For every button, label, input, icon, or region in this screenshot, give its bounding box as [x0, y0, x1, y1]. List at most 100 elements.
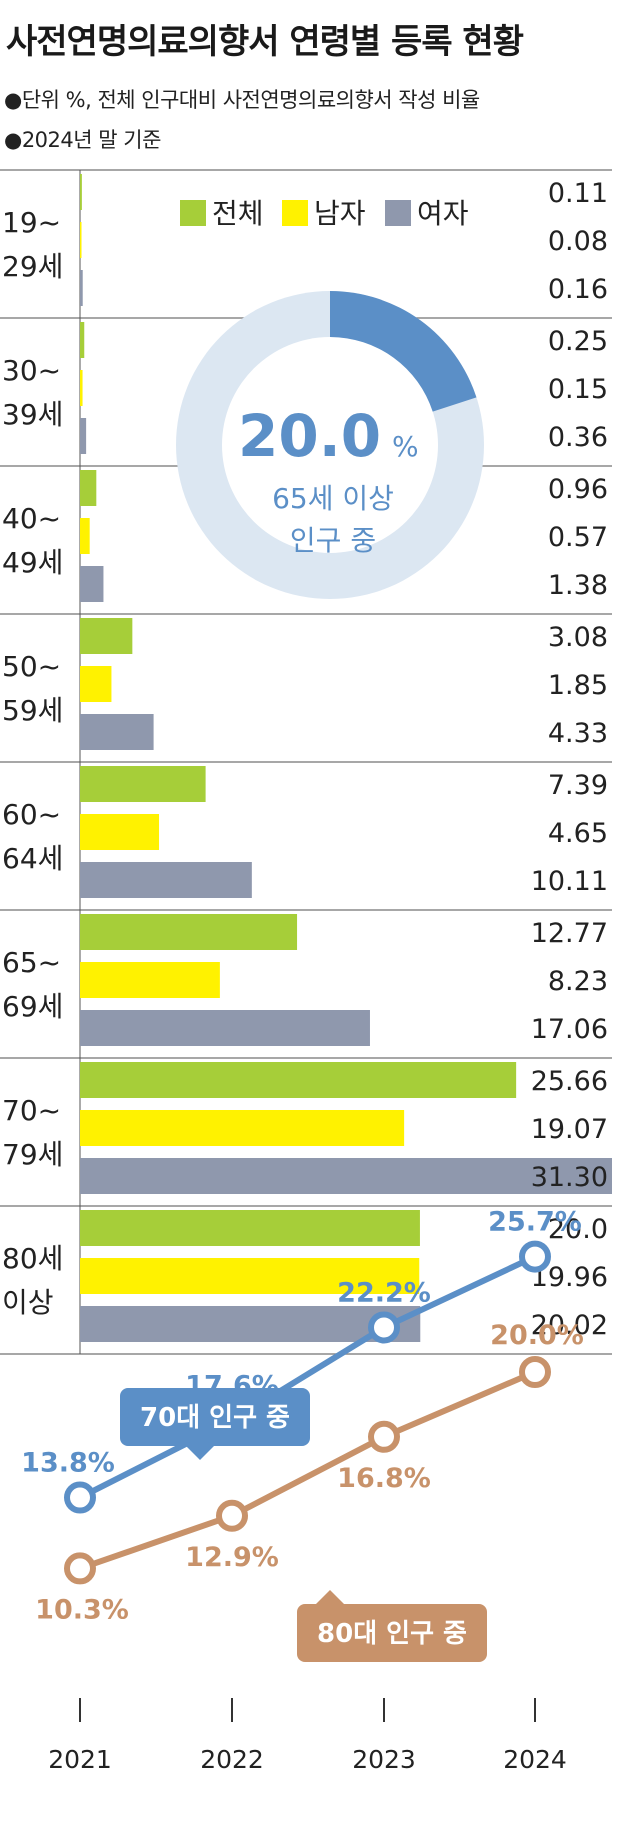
year-label: 2023	[352, 1745, 416, 1774]
bar-value-male: 4.65	[548, 818, 608, 849]
bar-value-total: 3.08	[548, 622, 608, 653]
point-marker-70s	[368, 1311, 400, 1344]
bar-female	[80, 270, 83, 306]
bar-male	[80, 222, 82, 258]
bar-value-total: 25.66	[531, 1066, 608, 1097]
age-label-line2: 64세	[2, 842, 63, 875]
point-label-70s: 13.8%	[21, 1448, 115, 1479]
donut-hole	[222, 337, 438, 553]
bar-total	[80, 914, 298, 950]
bar-value-total: 20.0	[548, 1214, 608, 1245]
bar-male	[80, 518, 90, 554]
series-tag-80s: 80대 인구 중	[297, 1590, 487, 1662]
bar-female	[80, 1306, 421, 1342]
point-marker-80s	[368, 1420, 400, 1453]
bar-male	[80, 962, 220, 998]
point-label-80s: 20.0%	[490, 1320, 584, 1351]
bar-female	[80, 1010, 370, 1046]
legend-label-total: 전체	[212, 197, 264, 230]
series-tag-box	[297, 1604, 487, 1662]
age-label-line1: 80세	[2, 1242, 63, 1275]
bar-total	[80, 1210, 420, 1246]
bar-male	[80, 666, 112, 702]
age-label-line1: 70~	[2, 1094, 61, 1127]
bar-value-male: 0.15	[548, 374, 608, 405]
age-label-line1: 60~	[2, 798, 61, 831]
series-tag-label: 70대 인구 중	[140, 1403, 290, 1433]
donut-caption-line2: 인구 중	[290, 524, 376, 557]
age-label-line1: 50~	[2, 650, 61, 683]
bar-total	[80, 766, 206, 802]
series-tag-70s: 70대 인구 중	[120, 1388, 310, 1460]
age-label-line2: 59세	[2, 694, 63, 727]
bar-total	[80, 322, 85, 358]
legend-swatch-female	[385, 200, 411, 226]
donut-value: 20.0	[238, 402, 381, 470]
bar-value-total: 7.39	[548, 770, 608, 801]
point-label-80s: 12.9%	[185, 1542, 279, 1573]
bar-value-male: 0.08	[548, 226, 608, 257]
bar-total	[80, 1062, 517, 1098]
bar-value-total: 0.25	[548, 326, 608, 357]
point-label-80s: 16.8%	[337, 1463, 431, 1494]
series-tag-box	[120, 1388, 310, 1446]
bar-female	[80, 566, 104, 602]
bar-value-female: 10.11	[531, 866, 608, 897]
bar-value-female: 0.36	[548, 422, 608, 453]
bar-male	[80, 370, 83, 406]
legend-label-male: 남자	[314, 197, 366, 230]
bar-value-female: 1.38	[548, 570, 608, 601]
bar-value-male: 0.57	[548, 522, 608, 553]
donut-unit: %	[392, 430, 419, 463]
point-label-80s: 10.3%	[35, 1594, 129, 1625]
year-label: 2024	[503, 1745, 567, 1774]
bar-value-total: 12.77	[531, 918, 608, 949]
bar-male	[80, 1110, 405, 1146]
age-label-line2: 49세	[2, 546, 63, 579]
legend-swatch-total	[180, 200, 206, 226]
age-label-line1: 65~	[2, 946, 61, 979]
series-tag-label: 80대 인구 중	[317, 1619, 467, 1649]
point-marker-80s	[519, 1356, 551, 1388]
series-tag-pointer	[186, 1446, 214, 1460]
age-label-line1: 19~	[2, 206, 61, 239]
bar-male	[80, 814, 160, 850]
legend-label-female: 여자	[417, 197, 469, 230]
series-tag-pointer	[316, 1590, 344, 1604]
bar-total	[80, 470, 97, 506]
donut-slice	[330, 291, 477, 412]
bar-value-total: 0.96	[548, 474, 608, 505]
bar-value-male: 1.85	[548, 670, 608, 701]
age-label-line2: 39세	[2, 398, 63, 431]
bar-value-male: 8.23	[548, 966, 608, 997]
point-marker-80s	[64, 1552, 96, 1585]
bar-total	[80, 174, 82, 210]
point-marker-70s	[519, 1240, 551, 1273]
bar-value-female: 4.33	[548, 718, 608, 749]
unit-note: ●단위 %, 전체 인구대비 사전연명의료의향서 작성 비율	[4, 88, 480, 112]
series-line-80s	[79, 1369, 537, 1572]
point-label-70s: 22.2%	[337, 1277, 431, 1308]
point-label-70s: 25.7%	[488, 1207, 582, 1238]
point-marker-80s	[216, 1499, 248, 1532]
bar-value-female: 20.02	[531, 1310, 608, 1341]
age-label-line1: 40~	[2, 502, 61, 535]
age-label-line2: 79세	[2, 1138, 63, 1171]
chart-title: 사전연명의료의향서 연령별 등록 현황	[6, 22, 524, 62]
age-label-line1: 30~	[2, 354, 61, 387]
year-label: 2022	[200, 1745, 264, 1774]
bar-male	[80, 1258, 420, 1294]
bar-value-female: 17.06	[531, 1014, 608, 1045]
legend-swatch-male	[282, 200, 308, 226]
bar-value-female: 0.16	[548, 274, 608, 305]
bar-female	[80, 418, 87, 454]
year-label: 2021	[48, 1745, 112, 1774]
series-line-70s	[78, 1253, 537, 1501]
bar-total	[80, 618, 133, 654]
bar-value-male: 19.07	[531, 1114, 608, 1145]
age-label-line2: 69세	[2, 990, 63, 1023]
bar-female	[80, 1158, 612, 1194]
age-label-line2: 29세	[2, 250, 63, 283]
